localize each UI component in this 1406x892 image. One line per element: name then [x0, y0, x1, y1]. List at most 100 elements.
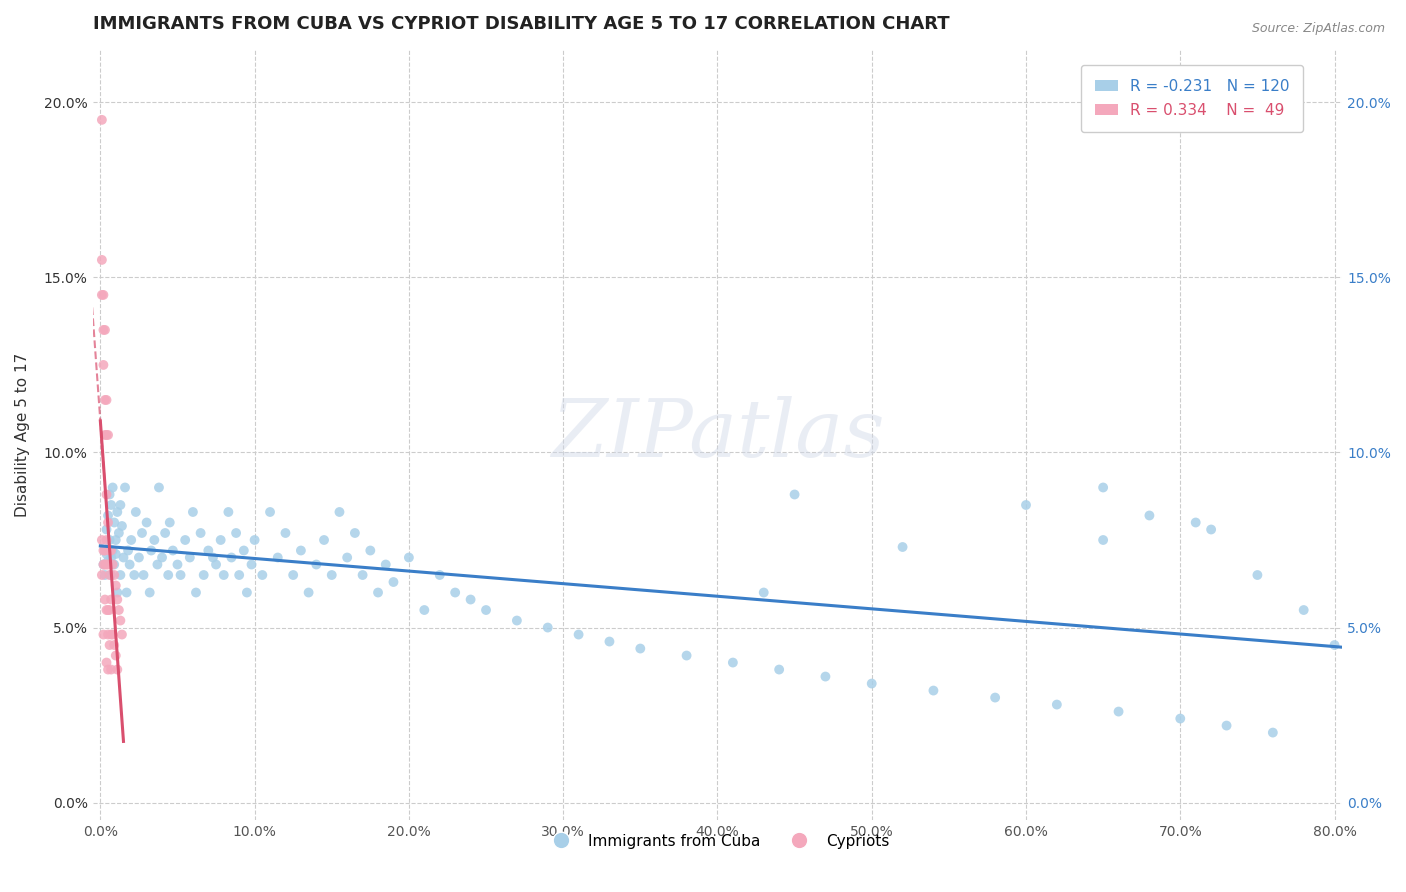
Point — [721, 656, 744, 670]
Point — [783, 487, 806, 501]
Point — [105, 592, 128, 607]
Point — [101, 543, 124, 558]
Point — [1246, 568, 1268, 582]
Point — [94, 568, 117, 582]
Point — [1215, 718, 1237, 732]
Point — [148, 481, 170, 495]
Point — [90, 568, 112, 582]
Point — [305, 558, 328, 572]
Point — [105, 505, 128, 519]
Point — [135, 516, 157, 530]
Point — [359, 543, 381, 558]
Point — [124, 568, 146, 582]
Point — [1015, 498, 1038, 512]
Point — [108, 603, 131, 617]
Point — [814, 669, 837, 683]
Point — [568, 627, 591, 641]
Point — [101, 481, 124, 495]
Point — [103, 638, 125, 652]
Point — [104, 648, 127, 663]
Point — [179, 550, 201, 565]
Point — [105, 663, 128, 677]
Point — [104, 547, 127, 561]
Point — [267, 550, 290, 565]
Point — [94, 323, 117, 337]
Point — [193, 568, 215, 582]
Point — [475, 603, 498, 617]
Point — [97, 554, 120, 568]
Point — [96, 603, 118, 617]
Point — [93, 323, 115, 337]
Point — [243, 533, 266, 547]
Point — [290, 543, 312, 558]
Point — [162, 543, 184, 558]
Point — [240, 558, 263, 572]
Point — [96, 523, 118, 537]
Point — [97, 663, 120, 677]
Point — [205, 558, 228, 572]
Point — [768, 663, 790, 677]
Point — [112, 550, 135, 565]
Point — [104, 533, 127, 547]
Point — [429, 568, 451, 582]
Point — [93, 558, 115, 572]
Point — [209, 533, 232, 547]
Point — [101, 627, 124, 641]
Point — [93, 288, 115, 302]
Point — [100, 498, 122, 512]
Point — [159, 516, 181, 530]
Text: Source: ZipAtlas.com: Source: ZipAtlas.com — [1251, 22, 1385, 36]
Point — [96, 487, 118, 501]
Text: IMMIGRANTS FROM CUBA VS CYPRIOT DISABILITY AGE 5 TO 17 CORRELATION CHART: IMMIGRANTS FROM CUBA VS CYPRIOT DISABILI… — [93, 15, 949, 33]
Point — [132, 568, 155, 582]
Point — [108, 526, 131, 541]
Point — [97, 428, 120, 442]
Point — [146, 558, 169, 572]
Point — [374, 558, 396, 572]
Point — [98, 533, 121, 547]
Point — [860, 676, 883, 690]
Point — [110, 568, 132, 582]
Point — [1184, 516, 1206, 530]
Point — [274, 526, 297, 541]
Point — [598, 634, 620, 648]
Point — [131, 526, 153, 541]
Point — [252, 568, 274, 582]
Point — [120, 533, 142, 547]
Point — [114, 481, 136, 495]
Point — [100, 550, 122, 565]
Point — [984, 690, 1007, 705]
Point — [197, 543, 219, 558]
Y-axis label: Disability Age 5 to 17: Disability Age 5 to 17 — [15, 353, 30, 517]
Point — [98, 603, 121, 617]
Point — [93, 358, 115, 372]
Point — [110, 498, 132, 512]
Point — [232, 543, 254, 558]
Point — [111, 627, 134, 641]
Point — [98, 543, 121, 558]
Point — [101, 558, 124, 572]
Point — [96, 558, 118, 572]
Point — [96, 392, 118, 407]
Point — [184, 585, 207, 599]
Point — [236, 585, 259, 599]
Point — [96, 533, 118, 547]
Point — [221, 550, 243, 565]
Point — [96, 547, 118, 561]
Point — [94, 392, 117, 407]
Point — [97, 627, 120, 641]
Point — [97, 516, 120, 530]
Point — [104, 578, 127, 592]
Point — [115, 585, 138, 599]
Point — [138, 585, 160, 599]
Point — [169, 568, 191, 582]
Point — [1092, 481, 1115, 495]
Point — [259, 505, 281, 519]
Point — [228, 568, 250, 582]
Text: ZIPatlas: ZIPatlas — [551, 396, 884, 474]
Point — [367, 585, 389, 599]
Point — [157, 568, 180, 582]
Point — [128, 550, 150, 565]
Point — [537, 621, 560, 635]
Point — [94, 543, 117, 558]
